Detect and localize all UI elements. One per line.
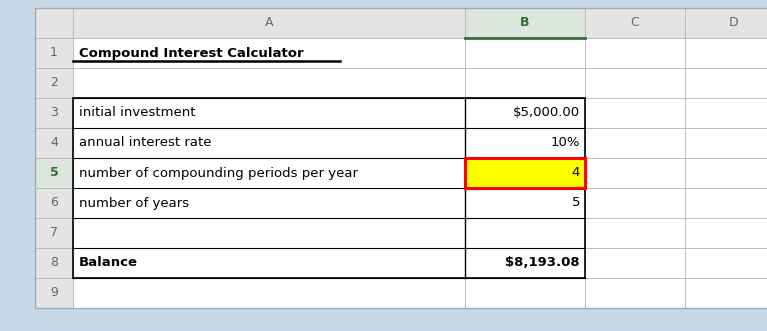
Text: C: C: [630, 17, 640, 29]
Text: Compound Interest Calculator: Compound Interest Calculator: [79, 46, 304, 60]
Bar: [73, 38, 465, 68]
Bar: [35, 158, 73, 188]
Bar: [685, 248, 767, 278]
Text: $5,000.00: $5,000.00: [513, 107, 580, 119]
Bar: [465, 158, 585, 188]
Text: D: D: [729, 17, 739, 29]
Text: number of years: number of years: [79, 197, 189, 210]
Bar: [35, 98, 73, 128]
Bar: [465, 128, 585, 158]
Bar: [73, 68, 465, 98]
Bar: [35, 38, 73, 68]
Bar: [465, 158, 585, 188]
Bar: [73, 248, 465, 278]
Text: 4: 4: [571, 166, 580, 179]
Bar: [73, 128, 465, 158]
Bar: [465, 188, 585, 218]
Bar: [465, 98, 585, 128]
Text: 2: 2: [50, 76, 58, 89]
Text: 3: 3: [50, 107, 58, 119]
Bar: [35, 8, 73, 38]
Bar: [585, 8, 685, 38]
Text: 5: 5: [50, 166, 58, 179]
Bar: [685, 158, 767, 188]
Bar: [465, 278, 585, 308]
Bar: [685, 98, 767, 128]
Bar: [685, 68, 767, 98]
Text: 7: 7: [50, 226, 58, 240]
Bar: [585, 98, 685, 128]
Bar: [685, 38, 767, 68]
Text: B: B: [520, 17, 530, 29]
Bar: [585, 248, 685, 278]
Bar: [73, 278, 465, 308]
Bar: [685, 218, 767, 248]
Text: 5: 5: [571, 197, 580, 210]
Text: $8,193.08: $8,193.08: [505, 257, 580, 269]
Bar: [685, 278, 767, 308]
Bar: [35, 278, 73, 308]
Text: 6: 6: [50, 197, 58, 210]
Bar: [465, 38, 585, 68]
Bar: [585, 158, 685, 188]
Bar: [465, 248, 585, 278]
Bar: [585, 38, 685, 68]
Bar: [73, 158, 465, 188]
Bar: [35, 248, 73, 278]
Text: Balance: Balance: [79, 257, 138, 269]
Text: initial investment: initial investment: [79, 107, 196, 119]
Bar: [35, 128, 73, 158]
Bar: [585, 68, 685, 98]
Bar: [465, 218, 585, 248]
Text: 9: 9: [50, 287, 58, 300]
Text: 10%: 10%: [551, 136, 580, 150]
Bar: [35, 188, 73, 218]
Bar: [35, 218, 73, 248]
Bar: [35, 68, 73, 98]
Text: annual interest rate: annual interest rate: [79, 136, 212, 150]
Text: A: A: [265, 17, 273, 29]
Bar: [585, 128, 685, 158]
Bar: [465, 68, 585, 98]
Bar: [73, 98, 585, 278]
Bar: [73, 218, 465, 248]
Bar: [685, 188, 767, 218]
Bar: [465, 8, 585, 38]
Bar: [585, 278, 685, 308]
Bar: [73, 98, 465, 128]
Bar: [685, 128, 767, 158]
Bar: [585, 188, 685, 218]
Bar: [73, 188, 465, 218]
Bar: [585, 218, 685, 248]
Text: number of compounding periods per year: number of compounding periods per year: [79, 166, 358, 179]
Text: 8: 8: [50, 257, 58, 269]
Text: 4: 4: [50, 136, 58, 150]
Bar: [685, 8, 767, 38]
Text: 1: 1: [50, 46, 58, 60]
Bar: [73, 8, 465, 38]
